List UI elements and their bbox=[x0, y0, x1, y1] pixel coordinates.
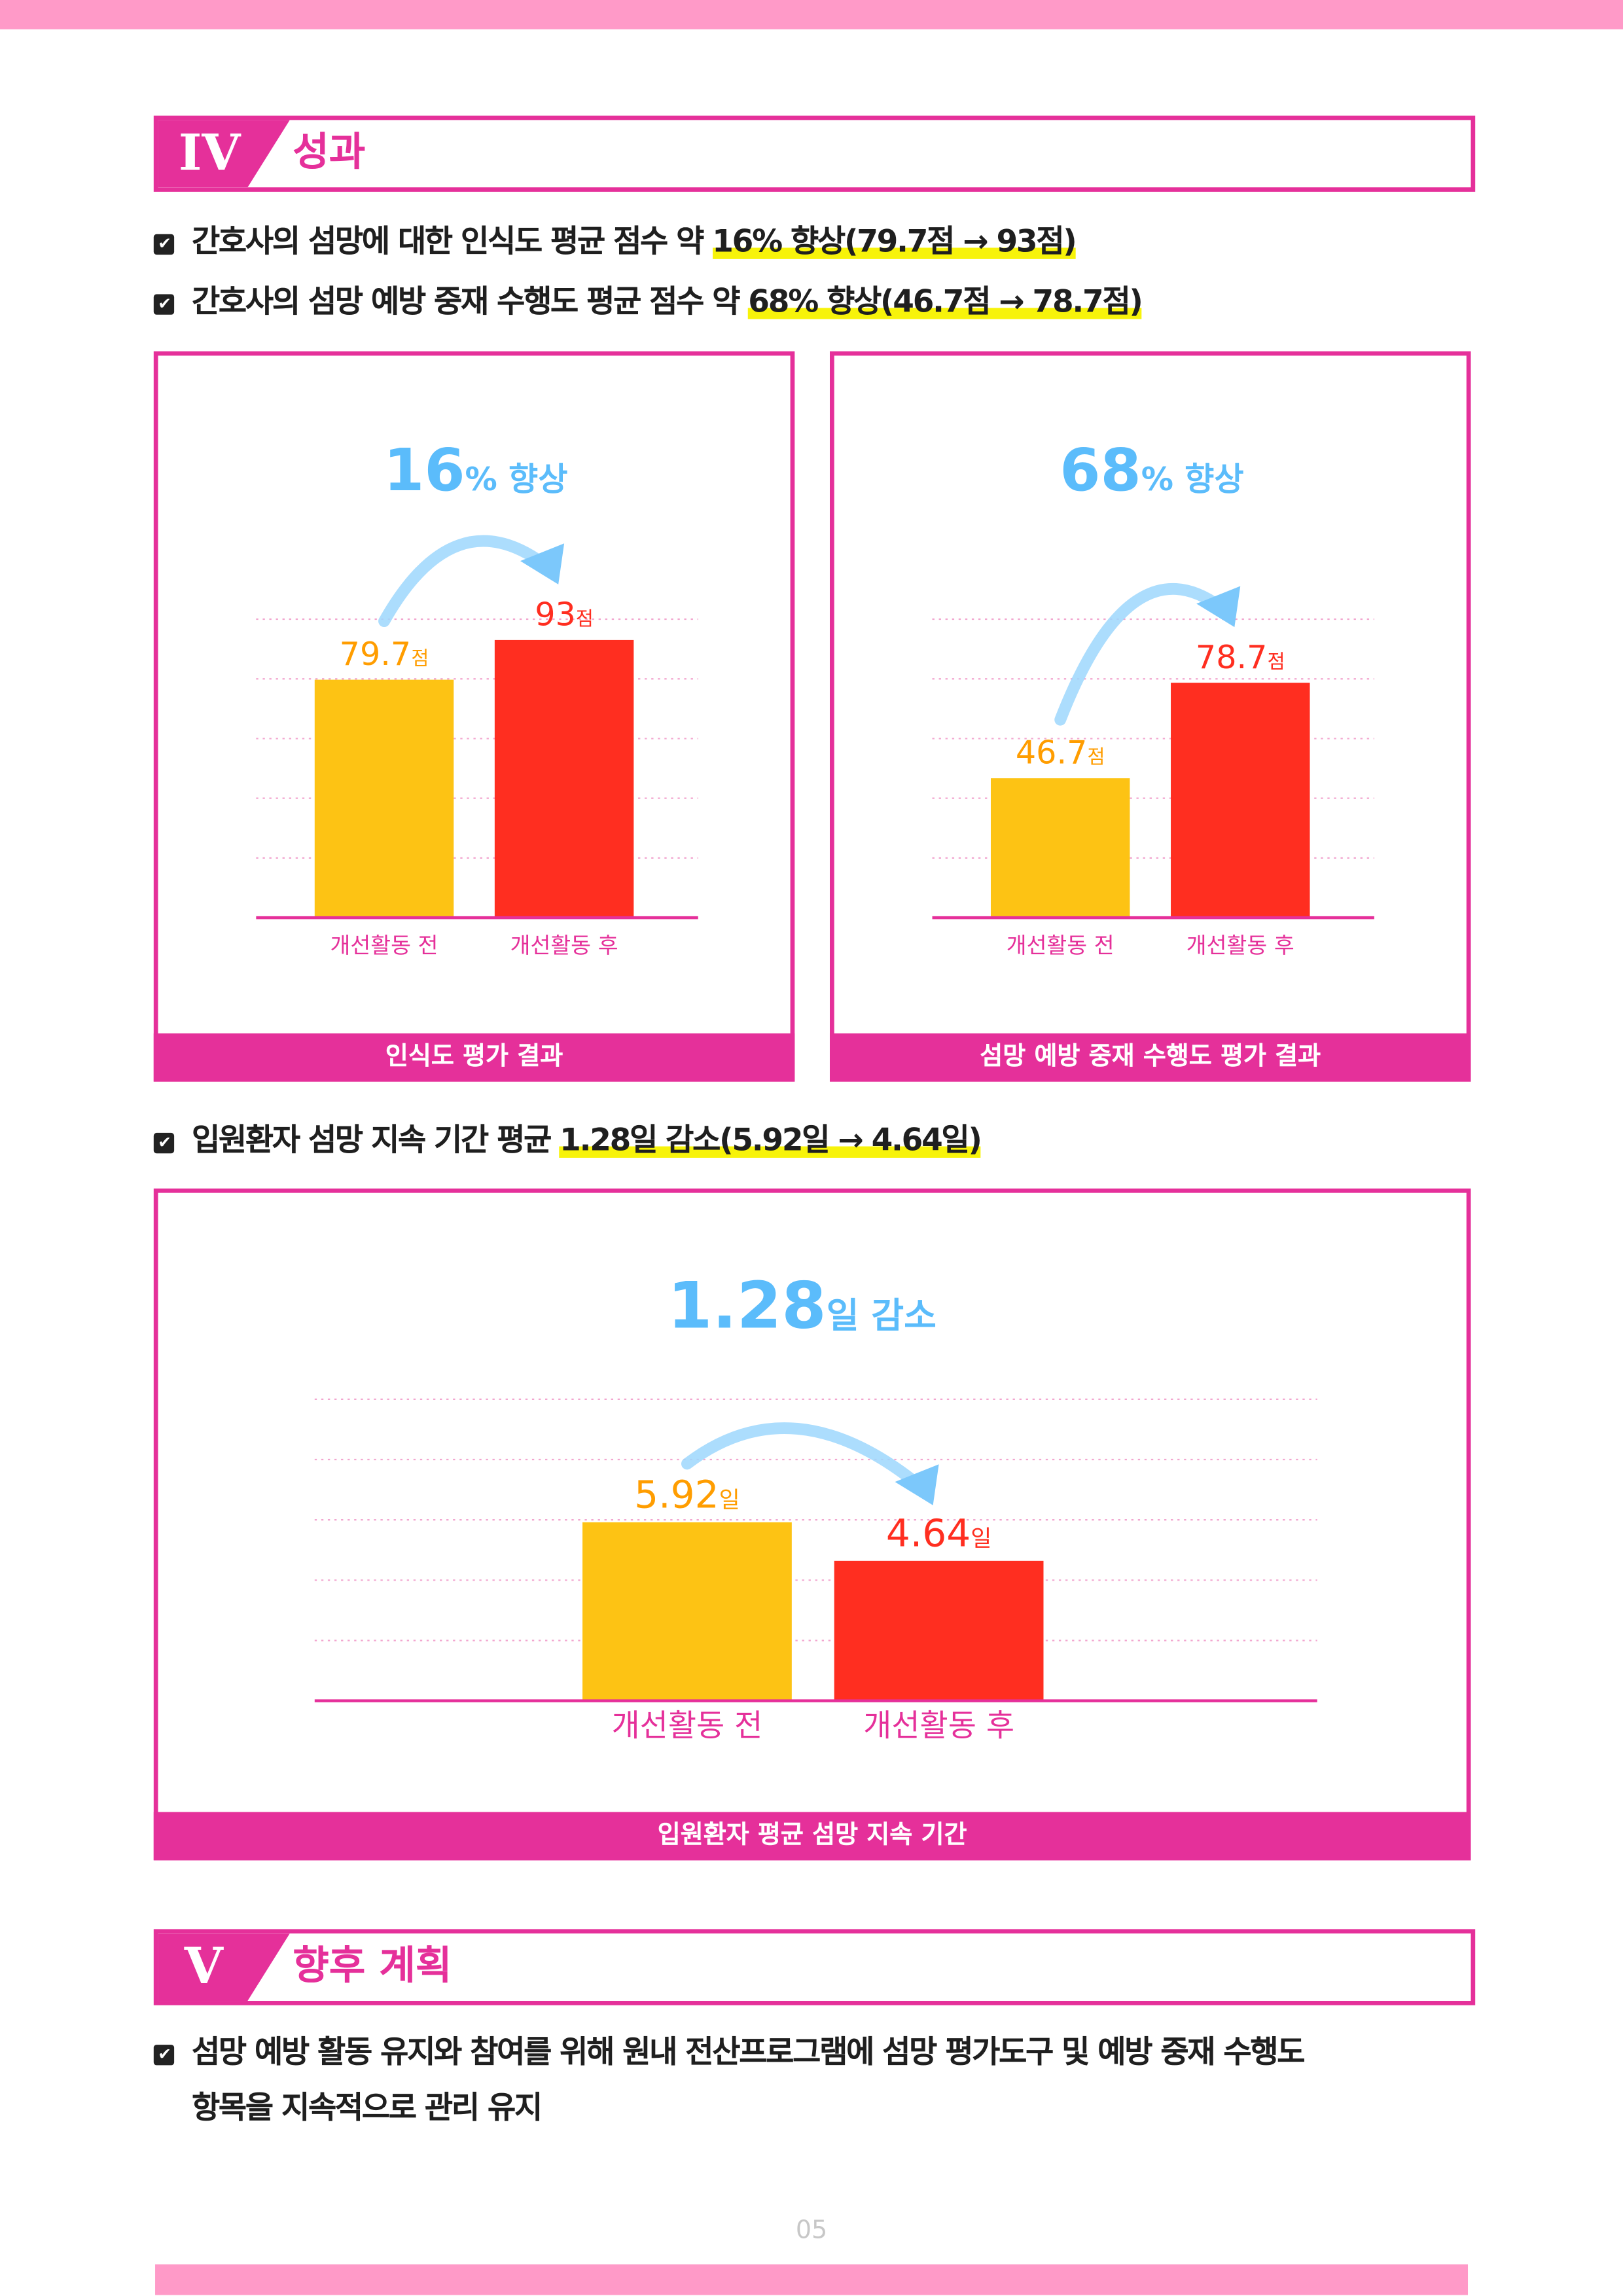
section-header-plan: V 향후 계획 bbox=[153, 1929, 1476, 2005]
value-label: 93점 bbox=[535, 596, 594, 634]
arrow-icon bbox=[378, 535, 550, 628]
bullet-duration: ✔ 입원환자 섬망 지속 기간 평균 1.28일 감소(5.92일 → 4.64일… bbox=[153, 1117, 982, 1160]
bullet-plan: ✔ 섬망 예방 활동 유지와 참여를 위해 원내 전산프로그램에 섬망 평가도구 … bbox=[153, 2029, 1306, 2073]
bullet-performance: ✔ 간호사의 섬망 예방 중재 수행도 평균 점수 약 68% 향상(46.7점 … bbox=[153, 278, 1143, 322]
value-unit: 점 bbox=[576, 608, 594, 630]
checkbox-icon: ✔ bbox=[153, 2045, 175, 2066]
category-label: 개선활동 후 bbox=[1186, 933, 1294, 958]
checkbox-icon: ✔ bbox=[153, 294, 175, 315]
bar-before bbox=[314, 679, 454, 918]
bar-after bbox=[494, 639, 634, 918]
value-number: 79.7 bbox=[340, 635, 412, 673]
chart-box-awareness: 79.7점 개선활동 전 93점 개선활동 후 16% 향상 인식도 평가 결과 bbox=[153, 351, 795, 1082]
headline-number: 16 bbox=[383, 437, 465, 505]
checkbox-icon: ✔ bbox=[153, 234, 175, 255]
bullet-plan-cont: 항목을 지속적으로 관리 유지 bbox=[191, 2084, 543, 2128]
headline-unit: % 향상 bbox=[1141, 460, 1244, 498]
bullet-text: 입원환자 섬망 지속 기간 평균 bbox=[191, 1122, 560, 1158]
value-unit: 일 bbox=[719, 1487, 740, 1513]
bullet-text: 항목을 지속적으로 관리 유지 bbox=[191, 2090, 543, 2126]
value-label: 79.7점 bbox=[340, 635, 429, 673]
arrow-head-icon bbox=[520, 543, 565, 584]
headline: 68% 향상 bbox=[1060, 437, 1243, 505]
bullet-highlight: 16% 향상(79.7점 → 93점) bbox=[712, 224, 1077, 259]
value-unit: 점 bbox=[1267, 651, 1285, 673]
section-title: 향후 계획 bbox=[293, 1943, 452, 1990]
headline-number: 1.28 bbox=[668, 1268, 827, 1343]
chart-caption: 입원환자 평균 섬망 지속 기간 bbox=[153, 1812, 1471, 1861]
value-unit: 점 bbox=[1087, 746, 1105, 768]
checkbox-icon: ✔ bbox=[153, 1132, 175, 1154]
headline-unit: 일 감소 bbox=[827, 1295, 936, 1336]
value-number: 5.92 bbox=[634, 1472, 719, 1516]
chart-box-duration: 5.92일 개선활동 전 4.64일 개선활동 후 1.28일 감소 입원환자 평균 섬… bbox=[153, 1188, 1471, 1861]
arrow-head-icon bbox=[1196, 586, 1241, 628]
value-label: 5.92일 bbox=[634, 1472, 740, 1516]
bottom-decor-bar bbox=[155, 2264, 1469, 2295]
arrow-icon bbox=[1054, 583, 1226, 726]
value-label: 4.64일 bbox=[886, 1511, 992, 1555]
value-unit: 점 bbox=[411, 647, 429, 670]
bullet-awareness: ✔ 간호사의 섬망에 대한 인식도 평균 점수 약 16% 향상(79.7점 → … bbox=[153, 218, 1077, 262]
headline-unit: % 향상 bbox=[465, 460, 568, 498]
headline-number: 68 bbox=[1060, 437, 1141, 505]
value-label: 78.7점 bbox=[1196, 638, 1285, 676]
value-number: 78.7 bbox=[1196, 638, 1268, 676]
chart-caption: 섬망 예방 중재 수행도 평가 결과 bbox=[829, 1033, 1471, 1082]
section-numeral: V bbox=[158, 1933, 290, 2001]
page-number: 05 bbox=[795, 2215, 828, 2246]
bullet-text: 간호사의 섬망 예방 중재 수행도 평균 점수 약 bbox=[191, 283, 749, 319]
value-number: 46.7 bbox=[1016, 734, 1088, 772]
arrow-icon bbox=[681, 1422, 925, 1491]
bullet-text: 섬망 예방 활동 유지와 참여를 위해 원내 전산프로그램에 섬망 평가도구 및… bbox=[191, 2034, 1306, 2070]
section-header-results: IV 성과 bbox=[153, 115, 1476, 192]
value-number: 93 bbox=[535, 596, 576, 634]
category-label: 개선활동 전 bbox=[611, 1708, 762, 1744]
value-unit: 일 bbox=[971, 1526, 991, 1552]
arrow-head-icon bbox=[895, 1464, 939, 1505]
category-label: 개선활동 전 bbox=[1007, 933, 1115, 958]
bar-before bbox=[990, 778, 1130, 918]
category-label: 개선활동 전 bbox=[330, 933, 438, 958]
value-label: 46.7점 bbox=[1016, 734, 1105, 772]
section-title: 성과 bbox=[293, 130, 366, 176]
bullet-highlight: 1.28일 감소(5.92일 → 4.64일) bbox=[560, 1122, 982, 1158]
bar-after bbox=[834, 1560, 1044, 1701]
value-number: 4.64 bbox=[886, 1511, 971, 1555]
chart-box-performance: 46.7점 개선활동 전 78.7점 개선활동 후 68% 향상 섬망 예방 중재 수행… bbox=[829, 351, 1471, 1082]
category-label: 개선활동 후 bbox=[863, 1708, 1014, 1744]
bar-after bbox=[1171, 683, 1310, 918]
headline: 16% 향상 bbox=[383, 437, 567, 505]
bullet-text: 간호사의 섬망에 대한 인식도 평균 점수 약 bbox=[191, 224, 713, 259]
top-decor-bar bbox=[0, 0, 1623, 29]
section-numeral: IV bbox=[158, 120, 290, 188]
bar-before bbox=[582, 1522, 792, 1701]
category-label: 개선활동 후 bbox=[510, 933, 618, 958]
headline: 1.28일 감소 bbox=[668, 1268, 936, 1343]
chart-caption: 인식도 평가 결과 bbox=[153, 1033, 795, 1082]
bullet-highlight: 68% 향상(46.7점 → 78.7점) bbox=[748, 283, 1143, 319]
